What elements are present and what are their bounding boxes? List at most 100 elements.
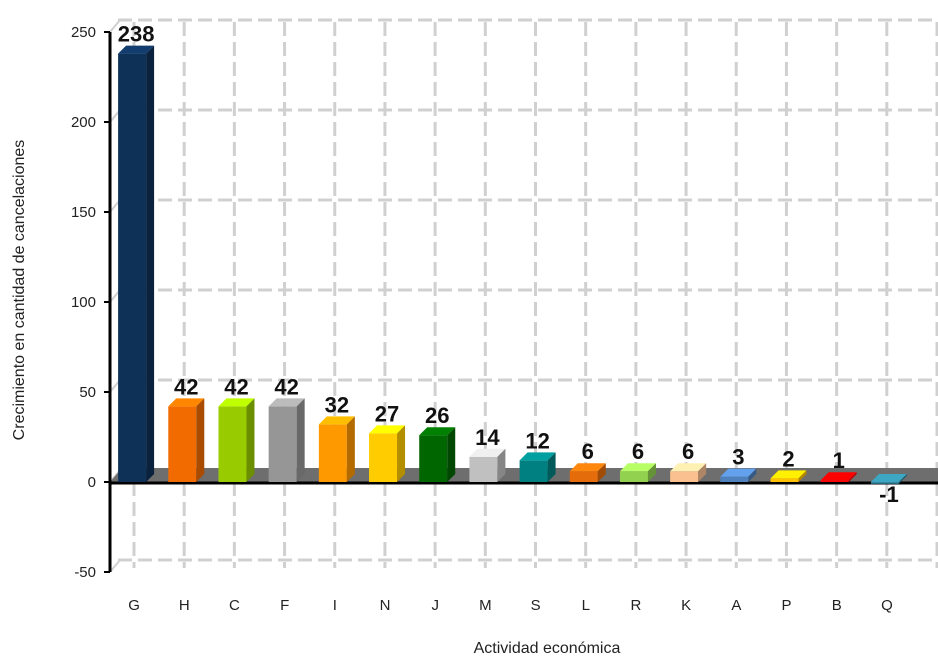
x-tick-label: R xyxy=(631,597,642,614)
x-tick-label: A xyxy=(731,597,741,614)
bar-front xyxy=(318,424,347,482)
y-tick-label: 200 xyxy=(71,114,96,131)
y-tick-label: -50 xyxy=(74,564,96,581)
bar-Q xyxy=(870,474,907,484)
data-label: 42 xyxy=(224,374,248,399)
bar-top xyxy=(720,468,757,477)
bars xyxy=(118,45,907,484)
bar-front xyxy=(820,480,849,482)
bar-top xyxy=(519,452,556,461)
bar-side xyxy=(497,448,506,482)
bar-side xyxy=(597,463,606,482)
bar-F xyxy=(268,398,305,482)
bar-side xyxy=(748,468,757,482)
bar-top xyxy=(268,398,305,407)
bar-front xyxy=(168,406,197,482)
bar-top xyxy=(369,425,406,434)
x-tick-label: J xyxy=(431,597,439,614)
bar-top xyxy=(168,398,205,407)
x-tick-label: H xyxy=(179,597,190,614)
x-axis-title: Actividad económica xyxy=(474,640,621,657)
data-label: 6 xyxy=(632,439,644,464)
bar-B xyxy=(820,472,857,482)
x-tick-label: Q xyxy=(881,597,893,614)
bar-side xyxy=(246,398,255,482)
bar-front xyxy=(369,433,398,482)
bar-N xyxy=(369,425,406,482)
x-tick-label: L xyxy=(582,597,590,614)
x-tick-label: F xyxy=(280,597,289,614)
bar-side xyxy=(547,452,556,482)
bar-front xyxy=(419,435,448,482)
bar-I xyxy=(318,416,355,482)
bar-P xyxy=(770,470,807,482)
data-label: -1 xyxy=(879,482,899,507)
y-tick-label: 250 xyxy=(71,24,96,41)
bar-G xyxy=(118,45,155,482)
bar-J xyxy=(419,427,456,482)
bar-front xyxy=(720,476,749,482)
x-tick-label: N xyxy=(380,597,391,614)
bar-side xyxy=(346,416,355,482)
data-label: 1 xyxy=(833,448,845,473)
bar-front xyxy=(569,471,598,482)
bar-side xyxy=(397,425,406,482)
bar-side xyxy=(698,463,707,482)
x-tick-label: K xyxy=(681,597,691,614)
bar-S xyxy=(519,452,556,482)
x-tick-label: M xyxy=(479,597,492,614)
data-label: 6 xyxy=(582,439,594,464)
data-label: 2 xyxy=(782,446,794,471)
bar-front xyxy=(519,460,548,482)
x-tick-label: P xyxy=(782,597,792,614)
bar-R xyxy=(619,463,656,482)
h-gridline-side xyxy=(109,19,121,33)
bar-side xyxy=(447,427,456,482)
y-tick-label: 150 xyxy=(71,204,96,221)
bar-side xyxy=(296,398,305,482)
y-tick-label: 100 xyxy=(71,294,96,311)
gridlines xyxy=(109,18,938,573)
bar-side xyxy=(647,463,656,482)
bar-K xyxy=(670,463,707,482)
bar-side xyxy=(798,470,807,482)
bar-top xyxy=(419,427,456,436)
bar-side xyxy=(146,45,155,482)
bar-top xyxy=(870,474,907,482)
bar-top xyxy=(118,45,155,54)
bar-L xyxy=(569,463,606,482)
bar-top xyxy=(318,416,355,425)
y-tick-label: 50 xyxy=(79,384,96,401)
h-gridline-side xyxy=(109,559,121,573)
bar-top xyxy=(569,463,606,472)
data-label: 6 xyxy=(682,439,694,464)
data-label: 26 xyxy=(425,403,449,428)
bar-top xyxy=(820,472,857,481)
x-tick-label: I xyxy=(333,597,337,614)
data-label: 32 xyxy=(325,392,349,417)
y-tick-labels: -50 0 50 100 150 200 250 xyxy=(71,24,96,581)
bar-top xyxy=(619,463,656,472)
bar-top xyxy=(770,470,807,479)
data-label: 3 xyxy=(732,445,744,470)
bar-A xyxy=(720,468,757,482)
bar-front xyxy=(118,53,147,482)
bar-front xyxy=(670,471,699,482)
data-label: 14 xyxy=(475,425,500,450)
bar-front xyxy=(218,406,247,482)
x-tick-label: B xyxy=(832,597,842,614)
bar-M xyxy=(469,448,506,482)
bar-top xyxy=(469,448,506,457)
y-axis-title: Crecimiento en cantidad de cancelaciones xyxy=(11,140,28,441)
bar-front xyxy=(268,406,297,482)
bar-top xyxy=(218,398,255,407)
bar-front xyxy=(469,456,498,482)
x-tick-label: C xyxy=(229,597,240,614)
bar-front xyxy=(870,482,899,484)
x-tick-label: G xyxy=(128,597,140,614)
bar-side xyxy=(848,472,857,482)
bar-H xyxy=(168,398,205,482)
data-label: 42 xyxy=(274,374,298,399)
